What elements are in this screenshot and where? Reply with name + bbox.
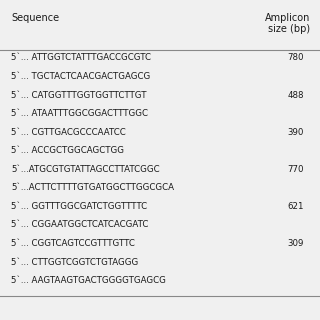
- Text: 5`... CGTTGACGCCCAATCC: 5`... CGTTGACGCCCAATCC: [11, 128, 126, 137]
- Text: Sequence: Sequence: [11, 13, 59, 23]
- Text: 5`... TGCTACTCAACGACTGAGCG: 5`... TGCTACTCAACGACTGAGCG: [11, 72, 150, 81]
- Text: 780: 780: [287, 53, 304, 62]
- Text: 5`... ATAATTTGGCGGACTTTGGC: 5`... ATAATTTGGCGGACTTTGGC: [11, 109, 148, 118]
- Text: 5`...ATGCGTGTATTAGCCTTATCGGC: 5`...ATGCGTGTATTAGCCTTATCGGC: [11, 165, 160, 174]
- Text: 621: 621: [287, 202, 304, 211]
- Text: 5`... CTTGGTCGGTCTGTAGGG: 5`... CTTGGTCGGTCTGTAGGG: [11, 258, 139, 267]
- Text: 770: 770: [287, 165, 304, 174]
- Text: 309: 309: [288, 239, 304, 248]
- Text: 5`... AAGTAAGTGACTGGGGTGAGCG: 5`... AAGTAAGTGACTGGGGTGAGCG: [11, 276, 166, 285]
- Text: 488: 488: [287, 91, 304, 100]
- Text: 5`...ACTTCTTTTGTGATGGCTTGGCGCA: 5`...ACTTCTTTTGTGATGGCTTGGCGCA: [11, 183, 174, 192]
- Text: 5`... ATTGGTCTATTTGACCGCGTC: 5`... ATTGGTCTATTTGACCGCGTC: [11, 53, 151, 62]
- Text: 5`... CATGGTTTGGTGGTTCTTGT: 5`... CATGGTTTGGTGGTTCTTGT: [11, 91, 147, 100]
- Text: 5`... GGTTTGGCGATCTGGTTTTC: 5`... GGTTTGGCGATCTGGTTTTC: [11, 202, 147, 211]
- Text: 5`... CGGAATGGCTCATCACGATC: 5`... CGGAATGGCTCATCACGATC: [11, 220, 148, 229]
- Text: Amplicon
size (bp): Amplicon size (bp): [265, 13, 310, 35]
- Text: 5`... ACCGCTGGCAGCTGG: 5`... ACCGCTGGCAGCTGG: [11, 146, 124, 155]
- Text: 390: 390: [288, 128, 304, 137]
- Text: 5`... CGGTCAGTCCGTTTGTTC: 5`... CGGTCAGTCCGTTTGTTC: [11, 239, 135, 248]
